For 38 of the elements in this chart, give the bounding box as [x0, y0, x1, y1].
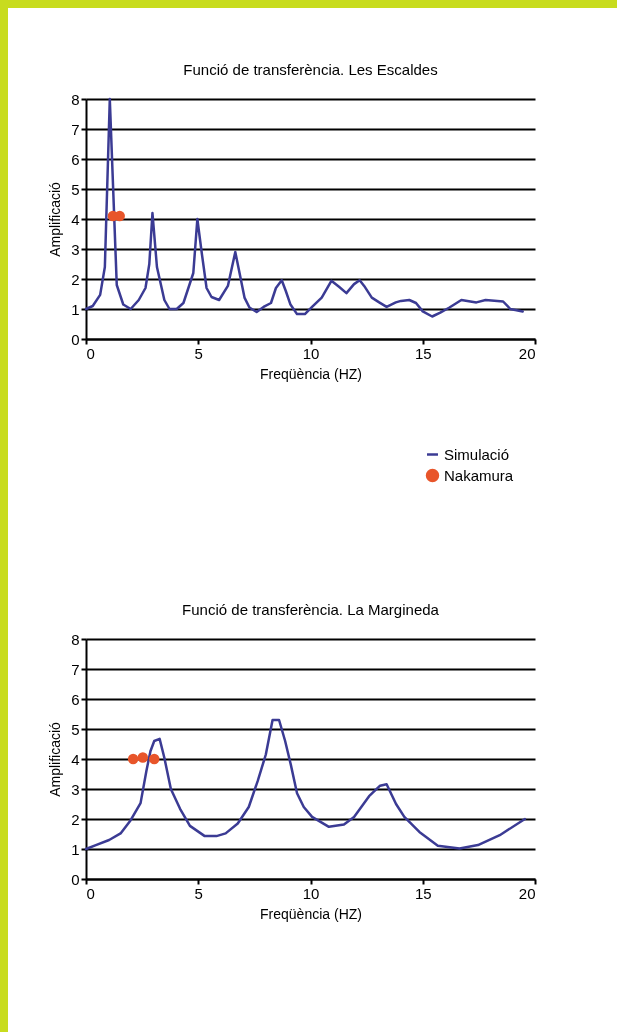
y-tick-label: 0 — [71, 330, 80, 348]
chart-title: Funció de transferència. Les Escaldes — [183, 61, 438, 78]
x-tick-label: 0 — [86, 884, 95, 902]
x-tick-label: 5 — [194, 884, 203, 902]
x-axis-title: Freqüència (HZ) — [260, 365, 362, 382]
x-tick-label: 10 — [302, 884, 320, 902]
y-tick-label: 7 — [71, 660, 80, 678]
x-tick-label: 5 — [194, 344, 203, 362]
y-tick-label: 3 — [71, 240, 80, 258]
y-tick-label: 0 — [71, 870, 80, 888]
y-axis-title: Amplificació — [47, 721, 64, 797]
y-tick-label: 6 — [71, 150, 80, 168]
y-tick-label: 2 — [71, 270, 80, 288]
x-tick-label: 20 — [518, 884, 536, 902]
x-tick-label: 0 — [86, 344, 95, 362]
y-tick-label: 4 — [71, 210, 80, 228]
y-tick-label: 1 — [71, 840, 80, 858]
y-tick-label: 8 — [71, 630, 80, 648]
y-tick-label: 3 — [71, 780, 80, 798]
x-tick-label: 15 — [414, 884, 432, 902]
y-tick-label: 2 — [71, 810, 80, 828]
legend-label: Simulació — [444, 445, 510, 463]
y-tick-label: 6 — [71, 690, 80, 708]
x-axis-title: Freqüència (HZ) — [260, 905, 362, 922]
y-axis-title: Amplificació — [47, 181, 64, 257]
line-series — [84, 97, 524, 318]
legend-label: Nakamura — [444, 466, 514, 484]
y-tick-label: 7 — [71, 120, 80, 138]
y-tick-label: 5 — [71, 720, 80, 738]
y-tick-label: 8 — [71, 90, 80, 108]
x-tick-label: 15 — [414, 344, 432, 362]
y-tick-label: 5 — [71, 180, 80, 198]
x-tick-label: 20 — [518, 344, 536, 362]
y-tick-label: 4 — [71, 750, 80, 768]
chart-title: Funció de transferència. La Margineda — [182, 601, 440, 618]
x-tick-label: 10 — [302, 344, 320, 362]
y-tick-label: 1 — [71, 300, 80, 318]
line-series — [84, 718, 527, 851]
